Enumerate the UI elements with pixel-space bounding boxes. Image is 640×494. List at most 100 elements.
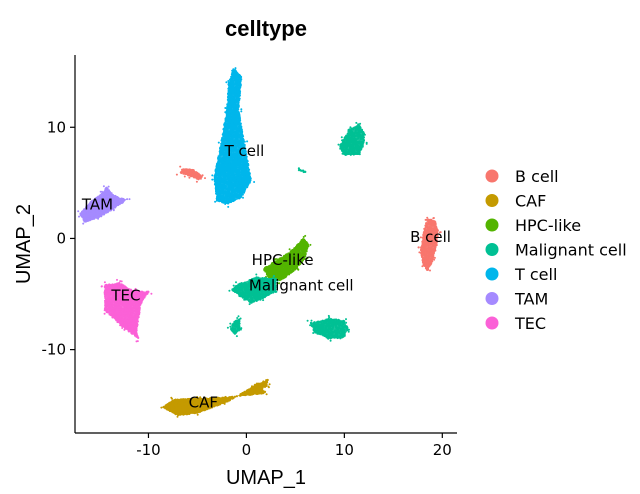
cell-point: [425, 229, 428, 232]
cell-point: [184, 412, 188, 415]
cell-point: [301, 246, 304, 249]
cell-point: [432, 221, 435, 224]
cell-point: [253, 389, 256, 392]
cell-point: [348, 135, 351, 138]
cell-point: [427, 221, 430, 224]
cell-point: [432, 256, 435, 259]
cell-point: [365, 142, 368, 145]
cell-point: [192, 174, 195, 177]
cell-point: [329, 326, 332, 329]
cell-point: [362, 138, 365, 141]
cell-point: [428, 247, 431, 250]
cell-point: [358, 130, 361, 133]
cell-point: [353, 139, 356, 143]
cell-point: [439, 231, 442, 234]
cell-point: [316, 321, 319, 324]
cell-point: [358, 126, 361, 129]
cell-point: [421, 240, 424, 243]
cell-point: [162, 406, 165, 409]
cell-point: [189, 174, 192, 177]
cell-point: [429, 263, 432, 266]
cell-point: [340, 136, 343, 139]
cell-point: [194, 175, 197, 178]
cell-point: [329, 333, 332, 336]
points-layer: [77, 67, 442, 418]
cell-point: [429, 252, 432, 255]
cell-point: [194, 171, 196, 174]
cell-point: [326, 329, 329, 333]
cell-point: [168, 405, 171, 409]
cell-point: [331, 332, 334, 335]
cell-point: [351, 135, 354, 138]
cell-point: [353, 146, 356, 149]
cell-point: [422, 260, 425, 263]
cell-point: [257, 390, 259, 393]
cell-point: [429, 240, 432, 243]
cell-point: [424, 230, 427, 233]
cell-point: [345, 318, 347, 321]
cell-point: [343, 138, 346, 141]
cell-point: [338, 327, 341, 330]
cell-point: [236, 291, 239, 294]
cell-point: [349, 149, 352, 152]
cell-point: [345, 140, 348, 143]
cell-point: [259, 383, 262, 386]
cell-point: [324, 332, 327, 335]
cell-point: [327, 337, 330, 340]
cell-point: [174, 399, 177, 402]
cell-point: [345, 326, 348, 329]
cell-point: [326, 320, 329, 323]
cell-point: [260, 385, 263, 388]
cell-point: [422, 232, 425, 235]
cell-point: [435, 233, 439, 236]
cell-point: [199, 175, 202, 178]
cell-point: [179, 165, 182, 168]
cell-point: [357, 123, 360, 126]
cell-point: [429, 234, 432, 237]
cell-point: [347, 128, 350, 131]
cell-point: [239, 394, 242, 397]
cell-point: [178, 399, 181, 402]
cell-point: [231, 397, 234, 400]
cell-point: [320, 322, 323, 325]
cell-point: [418, 251, 421, 254]
series-caf-points: [160, 378, 271, 418]
cell-point: [238, 286, 241, 290]
cell-point: [295, 244, 299, 247]
cell-point: [341, 323, 344, 326]
cell-point: [421, 265, 424, 268]
cell-point: [356, 152, 359, 155]
cell-point: [354, 138, 358, 141]
cell-point: [277, 268, 280, 272]
cell-point: [170, 396, 173, 399]
cell-point: [433, 235, 436, 238]
cell-point: [184, 168, 187, 171]
cell-point: [265, 379, 268, 382]
cell-point: [184, 399, 187, 402]
cell-point: [247, 393, 251, 396]
cell-point: [431, 251, 434, 254]
cell-point: [314, 325, 317, 328]
cell-point: [201, 174, 204, 177]
cell-point: [422, 257, 425, 260]
cell-point: [346, 151, 348, 154]
cell-point: [190, 169, 193, 172]
cell-point: [309, 324, 312, 327]
chart-title: celltype: [225, 16, 307, 41]
cell-point: [343, 144, 346, 147]
cell-point: [425, 223, 428, 226]
cell-point: [335, 334, 338, 337]
cell-point: [267, 386, 270, 389]
cell-point: [423, 227, 426, 230]
cell-point: [319, 324, 322, 327]
cell-point: [175, 173, 178, 176]
cell-point: [259, 387, 262, 390]
cell-point: [170, 401, 173, 404]
cell-point: [165, 404, 167, 407]
cell-point: [265, 393, 268, 396]
cell-point: [426, 216, 429, 219]
cell-point: [338, 336, 341, 339]
cell-point: [431, 245, 434, 248]
cell-point: [306, 319, 309, 322]
cell-point: [336, 330, 339, 333]
